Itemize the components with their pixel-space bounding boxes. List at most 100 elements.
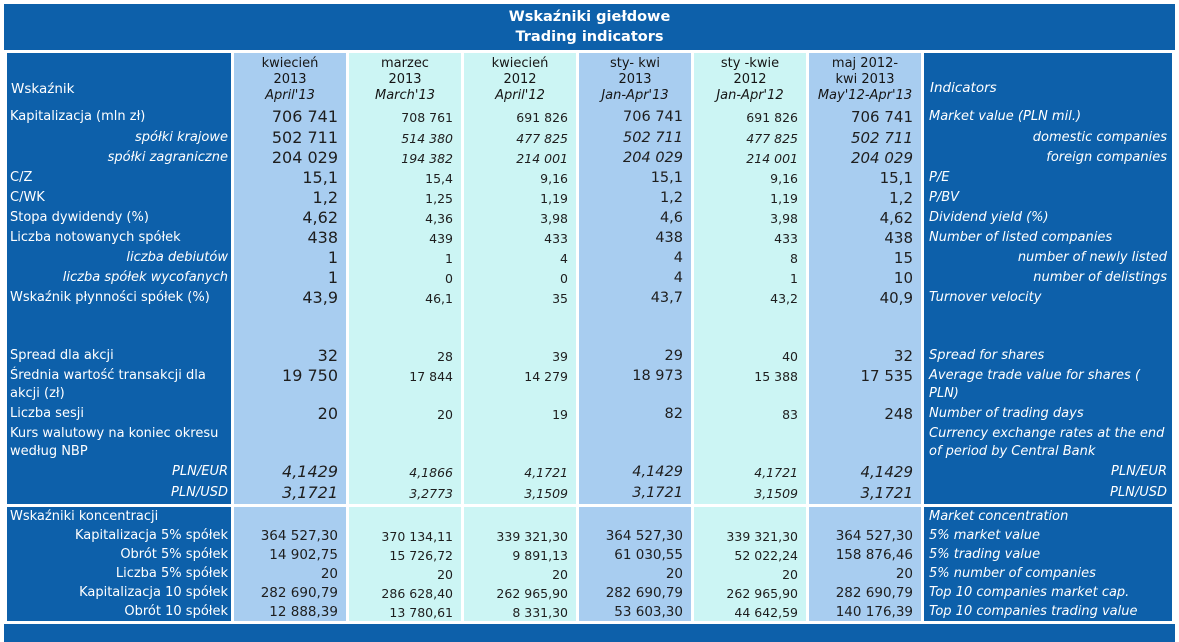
row-label-en: PLN/USD [924, 483, 1172, 504]
value-cell-empty [464, 507, 576, 526]
value-cell: 364 527,30 [579, 526, 691, 545]
separator-cell [924, 504, 1172, 507]
value-cell: 53 603,30 [579, 602, 691, 621]
value-cell: 20 [234, 564, 346, 583]
table-row: Średnia wartość transakcji dla akcji (zł… [7, 366, 1172, 404]
period-column-header: marzec 2013 March'13 [349, 53, 461, 107]
value-cell: 282 690,79 [234, 583, 346, 602]
value-cell: 4,62 [809, 208, 921, 228]
table-row: Kapitalizacja 10 spółek 282 690,79 286 628… [7, 583, 1172, 602]
separator-cell [349, 504, 461, 507]
table-row: Wskaźnik płynności spółek (%) 43,9 46,1 35 4… [7, 288, 1172, 308]
row-label-en: domestic companies [924, 128, 1172, 148]
value-cell: 43,7 [579, 288, 691, 308]
bottom-bar [4, 624, 1175, 642]
value-cell: 3,1721 [234, 483, 346, 504]
row-label-en: P/E [924, 168, 1172, 188]
title-bar: Wskaźniki giełdowe Trading indicators [4, 4, 1175, 50]
row-label-pl: Stopa dywidendy (%) [7, 208, 231, 228]
value-cell: 15,4 [349, 168, 461, 188]
value-cell-empty [349, 308, 461, 346]
value-cell: 3,1721 [809, 483, 921, 504]
period-header-line: kwiecień [261, 56, 319, 71]
row-label-pl: C/WK [7, 188, 231, 208]
value-cell: 706 741 [809, 107, 921, 128]
separator-cell [234, 504, 346, 507]
value-cell: 433 [694, 228, 806, 248]
value-cell: 433 [464, 228, 576, 248]
row-label-en: Turnover velocity [924, 288, 1172, 308]
value-cell: 20 [349, 404, 461, 424]
row-label-pl: liczba debiutów [7, 248, 231, 268]
value-cell: 20 [349, 564, 461, 583]
row-label-pl: Liczba 5% spółek [7, 564, 231, 583]
value-cell: 40 [694, 346, 806, 366]
value-cell: 4,36 [349, 208, 461, 228]
row-label-en: Market value (PLN mil.) [924, 107, 1172, 128]
table-row: Kapitalizacja 5% spółek 364 527,30 370 134… [7, 526, 1172, 545]
period-header-line: sty -kwie [720, 56, 780, 71]
table-row: spółki zagraniczne 204 029 194 382 214 001 2… [7, 148, 1172, 168]
period-header-line: Jan-Apr'13 [601, 88, 669, 103]
value-cell: 1,2 [579, 188, 691, 208]
table-row [7, 308, 1172, 346]
value-cell: 282 690,79 [809, 583, 921, 602]
row-label-en: Top 10 companies market cap. [924, 583, 1172, 602]
value-cell: 15,1 [809, 168, 921, 188]
value-cell: 502 711 [234, 128, 346, 148]
title-line-en: Trading indicators [515, 29, 664, 45]
period-header-line: 2013 [388, 72, 422, 87]
period-header-line: 2013 [273, 72, 307, 87]
row-label-pl: Liczba notowanych spółek [7, 228, 231, 248]
period-header-line: Jan-Apr'12 [716, 88, 784, 103]
value-cell: 8 331,30 [464, 602, 576, 621]
value-cell: 477 825 [464, 128, 576, 148]
period-header-line: kwi 2013 [835, 72, 895, 87]
value-cell: 364 527,30 [234, 526, 346, 545]
table-row: Liczba 5% spółek 20 20 20 20 20 20 5% number of… [7, 564, 1172, 583]
value-cell: 0 [349, 268, 461, 288]
value-cell: 9,16 [464, 168, 576, 188]
value-cell: 194 382 [349, 148, 461, 168]
value-cell: 438 [234, 228, 346, 248]
period-header-line: April'13 [265, 88, 315, 103]
value-cell: 19 750 [234, 366, 346, 404]
table-row: C/WK 1,2 1,25 1,19 1,2 1,19 1,2 P/BV [7, 188, 1172, 208]
value-cell: 4,1866 [349, 462, 461, 483]
separator-cell [7, 504, 231, 507]
value-cell-empty [464, 308, 576, 346]
value-cell: 46,1 [349, 288, 461, 308]
value-cell: 4,1429 [579, 462, 691, 483]
separator-cell [464, 504, 576, 507]
period-column-header: sty- kwi 2013 Jan-Apr'13 [579, 53, 691, 107]
value-cell: 262 965,90 [464, 583, 576, 602]
header-row: Wskaźnik kwiecień 2013 April'13 marzec 2013 M… [7, 53, 1172, 107]
value-cell: 1 [234, 268, 346, 288]
value-cell: 3,98 [464, 208, 576, 228]
value-cell: 19 [464, 404, 576, 424]
value-cell: 40,9 [809, 288, 921, 308]
value-cell: 158 876,46 [809, 545, 921, 564]
row-label-pl: Kapitalizacja 10 spółek [7, 583, 231, 602]
table-row: Obrót 5% spółek 14 902,75 15 726,72 9 891,1… [7, 545, 1172, 564]
value-cell: 17 535 [809, 366, 921, 404]
row-label-en: foreign companies [924, 148, 1172, 168]
value-cell: 3,1721 [579, 483, 691, 504]
value-cell: 13 780,61 [349, 602, 461, 621]
value-cell: 706 741 [234, 107, 346, 128]
header-label-en: Indicators [924, 53, 1172, 107]
value-cell: 43,9 [234, 288, 346, 308]
row-label-pl: Obrót 5% spółek [7, 545, 231, 564]
row-label-en: number of delistings [924, 268, 1172, 288]
value-cell: 39 [464, 346, 576, 366]
value-cell: 1,19 [464, 188, 576, 208]
value-cell-empty [234, 507, 346, 526]
table-body: Kapitalizacja (mln zł) 706 741 708 761 691 … [7, 107, 1172, 621]
value-cell: 43,2 [694, 288, 806, 308]
separator-cell [694, 504, 806, 507]
period-header-line: sty- kwi [610, 56, 660, 71]
value-cell: 9,16 [694, 168, 806, 188]
table-row: spółki krajowe 502 711 514 380 477 825 502 7… [7, 128, 1172, 148]
table-row: Obrót 10 spółek 12 888,39 13 780,61 8 331,3… [7, 602, 1172, 621]
period-column-header: sty -kwie 2012 Jan-Apr'12 [694, 53, 806, 107]
